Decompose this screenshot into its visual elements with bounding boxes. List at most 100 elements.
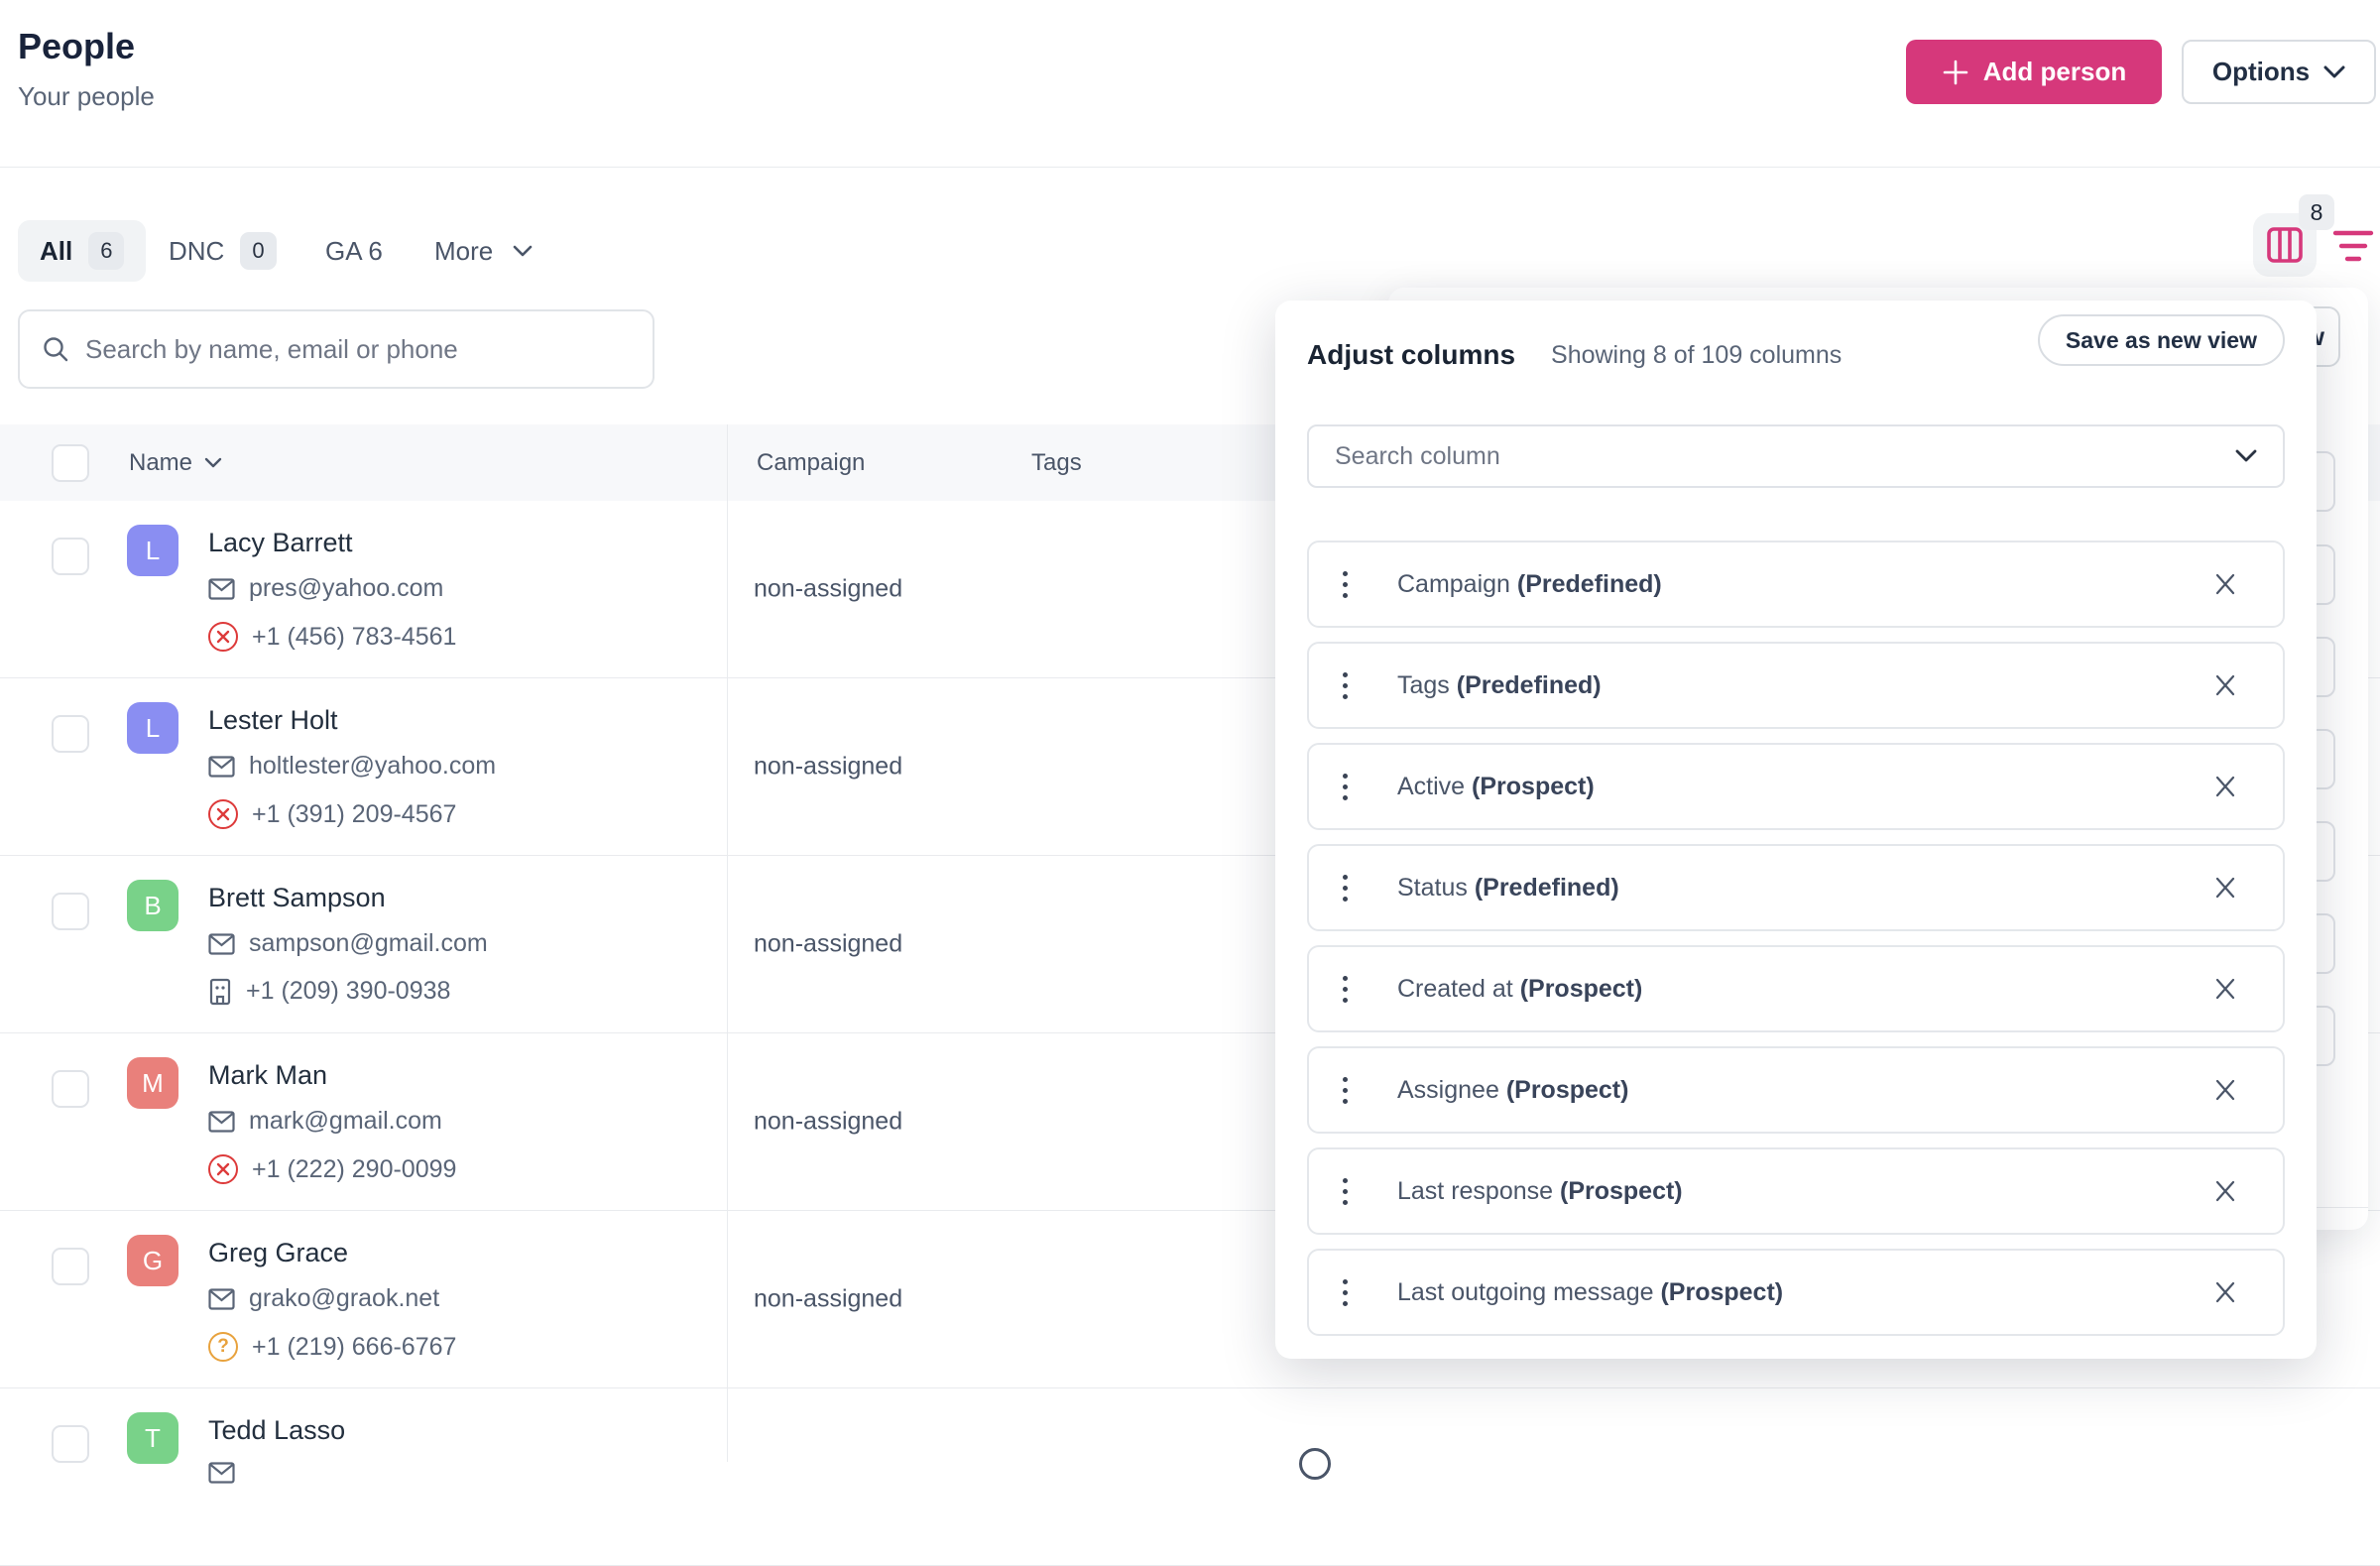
panel-title: Adjust columns [1307, 339, 1516, 370]
column-item[interactable]: Status (Predefined) [1307, 844, 2285, 931]
person-email-line[interactable]: grako@graok.net [208, 1284, 439, 1313]
options-label: Options [2211, 57, 2311, 86]
column-search-input[interactable] [1335, 441, 2235, 471]
email-text: sampson@gmail.com [249, 929, 488, 957]
column-type: (Predefined) [1456, 670, 1602, 699]
person-email-line[interactable]: mark@gmail.com [208, 1107, 442, 1136]
header-divider [0, 167, 2380, 168]
person-phone-line[interactable]: +1 (391) 209-4567 [208, 799, 456, 829]
drag-handle-icon[interactable] [1343, 1076, 1348, 1104]
campaign-value: non-assigned [754, 929, 903, 958]
person-name[interactable]: Lester Holt [208, 705, 338, 735]
column-type: (Prospect) [1505, 1075, 1629, 1104]
columns-count-badge: 8 [2299, 194, 2334, 230]
drag-handle-icon[interactable] [1343, 570, 1348, 598]
tab-dnc-label: DNC [169, 235, 225, 266]
column-header-campaign[interactable]: Campaign [757, 448, 866, 476]
columns-icon [2266, 226, 2304, 264]
column-item[interactable]: Last response (Prospect) [1307, 1147, 2285, 1235]
select-all-checkbox[interactable] [52, 444, 89, 482]
column-name: Created at [1397, 974, 1513, 1003]
tab-ga[interactable]: GA 6 [325, 220, 383, 282]
row-checkbox[interactable] [52, 1248, 89, 1285]
options-button[interactable]: Options [2182, 40, 2376, 104]
person-phone-line[interactable]: ? +1 (219) 666-6767 [208, 1332, 456, 1362]
drag-handle-icon[interactable] [1343, 671, 1348, 699]
people-search[interactable] [18, 309, 654, 389]
person-email-line[interactable]: sampson@gmail.com [208, 929, 488, 958]
column-item[interactable]: Tags (Predefined) [1307, 642, 2285, 729]
row-checkbox[interactable] [52, 538, 89, 575]
row-checkbox[interactable] [52, 1425, 89, 1463]
row-checkbox[interactable] [52, 893, 89, 930]
person-name[interactable]: Tedd Lasso [208, 1415, 346, 1445]
column-name: Last response [1397, 1176, 1554, 1205]
drag-handle-icon[interactable] [1343, 874, 1348, 902]
person-name[interactable]: Brett Sampson [208, 883, 386, 912]
dnc-phone-icon [208, 799, 238, 829]
person-phone-line[interactable]: +1 (209) 390-0938 [208, 977, 450, 1006]
remove-column-icon[interactable] [2211, 1076, 2239, 1104]
column-item[interactable]: Active (Prospect) [1307, 743, 2285, 830]
remove-column-icon[interactable] [2211, 1177, 2239, 1205]
table-row: T Tedd Lasso [0, 1388, 2380, 1566]
row-checkbox[interactable] [52, 1070, 89, 1108]
remove-column-icon[interactable] [2211, 975, 2239, 1003]
column-name: Campaign [1397, 569, 1510, 598]
remove-column-icon[interactable] [2211, 671, 2239, 699]
column-header-tags[interactable]: Tags [1031, 448, 1082, 476]
phone-text: +1 (456) 783-4561 [252, 622, 457, 651]
column-item[interactable]: Created at (Prospect) [1307, 945, 2285, 1032]
drag-handle-icon[interactable] [1343, 773, 1348, 800]
avatar: L [127, 525, 178, 576]
person-email-line[interactable] [208, 1462, 235, 1484]
column-header-name[interactable]: Name [129, 449, 222, 477]
row-checkbox[interactable] [52, 715, 89, 753]
campaign-value: non-assigned [754, 1107, 903, 1136]
unknown-phone-icon: ? [208, 1332, 238, 1362]
tab-all-count-badge: 6 [88, 232, 125, 270]
person-phone-line[interactable]: +1 (222) 290-0099 [208, 1154, 456, 1184]
remove-column-icon[interactable] [2211, 570, 2239, 598]
phone-text: +1 (391) 209-4567 [252, 799, 457, 828]
column-name: Status [1397, 873, 1468, 902]
envelope-icon [208, 932, 235, 955]
person-email-line[interactable]: holtlester@yahoo.com [208, 752, 496, 781]
person-email-line[interactable]: pres@yahoo.com [208, 574, 443, 603]
drag-handle-icon[interactable] [1343, 1177, 1348, 1205]
status-circle-fragment [1299, 1448, 1331, 1480]
envelope-icon [208, 577, 235, 600]
drag-handle-icon[interactable] [1343, 1278, 1348, 1306]
save-as-new-view-button[interactable]: Save as new view [2037, 314, 2285, 366]
tab-more[interactable]: More [434, 220, 533, 282]
person-phone-line[interactable]: +1 (456) 783-4561 [208, 622, 456, 652]
tab-all[interactable]: All 6 [18, 220, 147, 282]
search-input[interactable] [85, 333, 631, 365]
tab-dnc-count-badge: 0 [240, 232, 277, 270]
chevron-down-icon [2323, 65, 2345, 79]
name-header-label: Name [129, 448, 193, 476]
column-name: Tags [1397, 670, 1450, 699]
person-name[interactable]: Greg Grace [208, 1238, 349, 1267]
column-type: (Prospect) [1472, 772, 1595, 800]
tab-more-label: More [434, 235, 494, 266]
tab-dnc[interactable]: DNC 0 [169, 220, 277, 282]
remove-column-icon[interactable] [2211, 773, 2239, 800]
avatar: M [127, 1057, 178, 1109]
drag-handle-icon[interactable] [1343, 975, 1348, 1003]
column-search-dropdown[interactable] [1307, 424, 2285, 488]
column-item[interactable]: Campaign (Predefined) [1307, 541, 2285, 628]
remove-column-icon[interactable] [2211, 874, 2239, 902]
person-name[interactable]: Lacy Barrett [208, 528, 353, 557]
add-person-button[interactable]: Add person [1906, 40, 2162, 104]
filter-button[interactable] [2332, 228, 2374, 264]
avatar: G [127, 1235, 178, 1286]
column-type: (Prospect) [1660, 1277, 1784, 1306]
email-text: grako@graok.net [249, 1284, 440, 1312]
column-name: Last outgoing message [1397, 1277, 1654, 1306]
column-item[interactable]: Assignee (Prospect) [1307, 1046, 2285, 1134]
person-name[interactable]: Mark Man [208, 1060, 328, 1090]
adjust-columns-panel: Adjust columns Showing 8 of 109 columns … [1275, 301, 2317, 1359]
column-item[interactable]: Last outgoing message (Prospect) [1307, 1249, 2285, 1336]
remove-column-icon[interactable] [2211, 1278, 2239, 1306]
